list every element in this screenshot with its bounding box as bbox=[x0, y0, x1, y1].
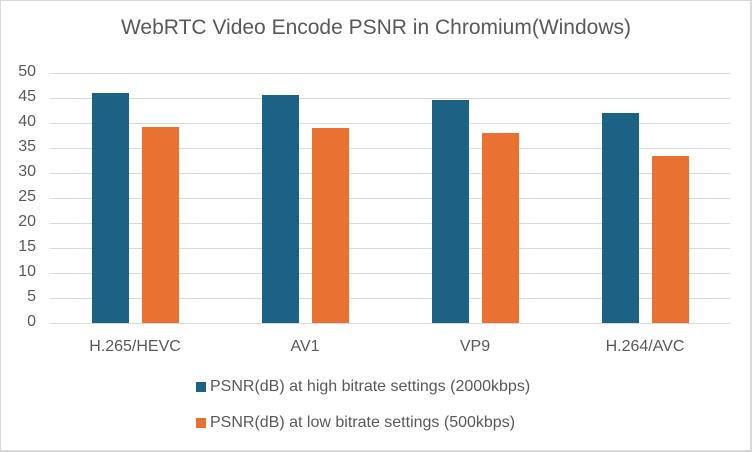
legend-label-low: PSNR(dB) at low bitrate settings (500kbp… bbox=[210, 414, 516, 431]
y-tick-label: 30 bbox=[18, 163, 36, 180]
bar-high-h-265-hevc bbox=[91, 93, 129, 323]
plot-area bbox=[50, 73, 730, 324]
bar-low-vp9 bbox=[481, 133, 519, 323]
y-tick-label: 5 bbox=[27, 288, 36, 305]
gridline bbox=[50, 273, 730, 274]
legend-item-high-bitrate: PSNR(dB) at high bitrate settings (2000k… bbox=[196, 378, 530, 396]
bar-high-h-264-avc bbox=[601, 113, 639, 323]
x-tick-label: H.264/AVC bbox=[605, 338, 685, 355]
chart-title: WebRTC Video Encode PSNR in Chromium(Win… bbox=[120, 16, 632, 39]
gridline bbox=[50, 98, 730, 99]
x-tick-label: VP9 bbox=[459, 338, 491, 355]
gridline bbox=[50, 148, 730, 149]
y-tick-label: 50 bbox=[18, 63, 36, 80]
gridline bbox=[50, 173, 730, 174]
legend-label-high: PSNR(dB) at high bitrate settings (2000k… bbox=[210, 378, 531, 395]
y-tick-label: 0 bbox=[27, 313, 36, 330]
y-tick-label: 25 bbox=[18, 188, 36, 205]
y-tick-label: 15 bbox=[18, 238, 36, 255]
legend-item-low-bitrate: PSNR(dB) at low bitrate settings (500kbp… bbox=[196, 414, 515, 432]
gridline bbox=[50, 248, 730, 249]
y-tick-label: 40 bbox=[18, 113, 36, 130]
gridline bbox=[50, 123, 730, 124]
bar-high-vp9 bbox=[431, 100, 469, 323]
bar-low-av1 bbox=[311, 128, 349, 323]
y-tick-label: 45 bbox=[18, 88, 36, 105]
legend-swatch-high bbox=[196, 382, 206, 392]
x-tick-label: AV1 bbox=[290, 338, 320, 355]
y-tick-label: 10 bbox=[18, 263, 36, 280]
x-tick-label: H.265/HEVC bbox=[89, 338, 181, 355]
gridline bbox=[50, 298, 730, 299]
gridline bbox=[50, 198, 730, 199]
gridline bbox=[50, 73, 730, 74]
bar-high-av1 bbox=[261, 95, 299, 323]
bar-low-h-264-avc bbox=[651, 156, 689, 323]
bar-low-h-265-hevc bbox=[141, 127, 179, 323]
y-tick-label: 35 bbox=[18, 138, 36, 155]
gridline bbox=[50, 223, 730, 224]
y-tick-label: 20 bbox=[18, 213, 36, 230]
legend-swatch-low bbox=[196, 418, 206, 428]
gridline bbox=[50, 323, 730, 324]
